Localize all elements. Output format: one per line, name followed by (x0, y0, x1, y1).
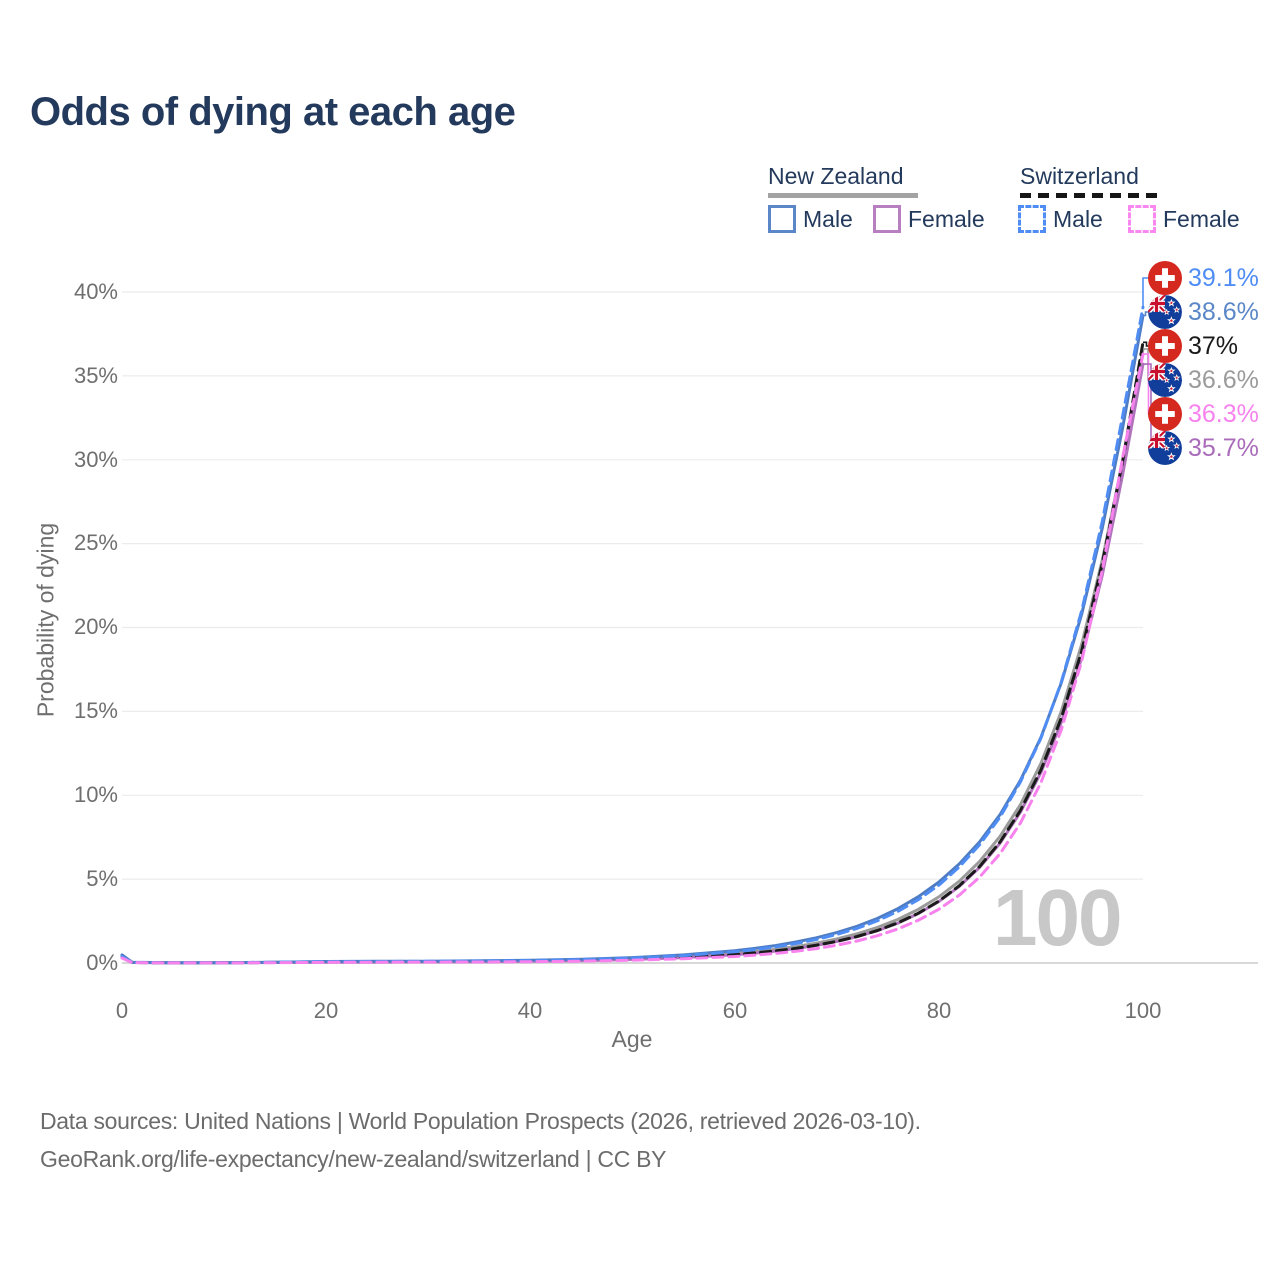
x-tick-60: 60 (722, 998, 748, 1023)
x-axis-title: Age (611, 1026, 653, 1052)
series-nz-male (120, 314, 1145, 965)
legend-item-nz-female[interactable]: Female (873, 205, 985, 233)
series-ch-female (120, 352, 1145, 965)
x-tick-0: 0 (115, 998, 129, 1023)
series-nz-female (120, 362, 1145, 965)
y-tick-30: 30% (73, 447, 118, 472)
end-label-nz-total: 36.6% (1148, 363, 1259, 397)
x-tick-100: 100 (1124, 998, 1162, 1023)
x-tick-80: 80 (926, 998, 952, 1023)
y-tick-15: 15% (73, 698, 118, 723)
end-value: 39.1% (1188, 263, 1259, 292)
nz-female-swatch-icon (873, 205, 901, 233)
legend-switzerland-line-sample (1020, 193, 1157, 198)
y-tick-0: 0% (86, 950, 118, 975)
age-watermark: 100 (993, 873, 1122, 962)
x-tick-40: 40 (517, 998, 543, 1023)
y-tick-20: 20% (73, 614, 118, 639)
ch-female-swatch-icon (1128, 205, 1156, 233)
switzerland-flag-icon (1148, 329, 1182, 363)
end-value: 36.3% (1188, 399, 1259, 428)
end-label-nz-female: 35.7% (1148, 431, 1259, 465)
legend-group-new-zealand-label: New Zealand (768, 163, 904, 189)
gridlines (122, 291, 1258, 964)
attribution-link-text: GeoRank.org/life-expectancy/new-zealand/… (40, 1146, 667, 1172)
legend-item-label: Male (803, 205, 853, 232)
data-sources-text: Data sources: United Nations | World Pop… (40, 1108, 921, 1134)
end-value: 38.6% (1188, 297, 1259, 326)
end-label-ch-female: 36.3% (1148, 397, 1259, 431)
y-tick-10: 10% (73, 782, 118, 807)
switzerland-flag-icon (1148, 397, 1182, 431)
legend-new-zealand-line-sample (768, 193, 918, 198)
legend-item-ch-female[interactable]: Female (1128, 205, 1240, 233)
nz-male-swatch-icon (768, 205, 796, 233)
end-value: 37% (1188, 331, 1239, 360)
end-label-nz-male: 38.6% (1148, 295, 1259, 329)
page-title: Odds of dying at each age (30, 90, 516, 134)
legend-item-label: Male (1053, 205, 1103, 232)
end-value: 36.6% (1188, 365, 1259, 394)
y-tick-35: 35% (73, 363, 118, 388)
y-tick-40: 40% (73, 279, 118, 304)
ch-male-swatch-icon (1018, 205, 1046, 233)
y-tick-5: 5% (86, 866, 118, 891)
x-tick-20: 20 (313, 998, 339, 1023)
series-curves (120, 305, 1145, 965)
legend-group-switzerland-label: Switzerland (1020, 163, 1139, 189)
legend-item-label: Female (1163, 205, 1240, 232)
end-label-ch-total: 37% (1148, 329, 1238, 363)
new-zealand-flag-icon (1148, 363, 1182, 397)
new-zealand-flag-icon (1148, 295, 1182, 329)
end-label-ch-male: 39.1% (1148, 261, 1259, 295)
new-zealand-flag-icon (1148, 431, 1182, 465)
series-nz-total (120, 347, 1145, 965)
end-value: 35.7% (1188, 433, 1259, 462)
series-ch-male (120, 305, 1145, 965)
y-axis-title: Probability of dying (32, 522, 59, 718)
switzerland-flag-icon (1148, 261, 1182, 295)
series-ch-total (120, 340, 1145, 965)
legend-item-label: Female (908, 205, 985, 232)
y-tick-25: 25% (73, 530, 118, 555)
legend-item-nz-male[interactable]: Male (768, 205, 853, 233)
legend-item-ch-male[interactable]: Male (1018, 205, 1103, 233)
